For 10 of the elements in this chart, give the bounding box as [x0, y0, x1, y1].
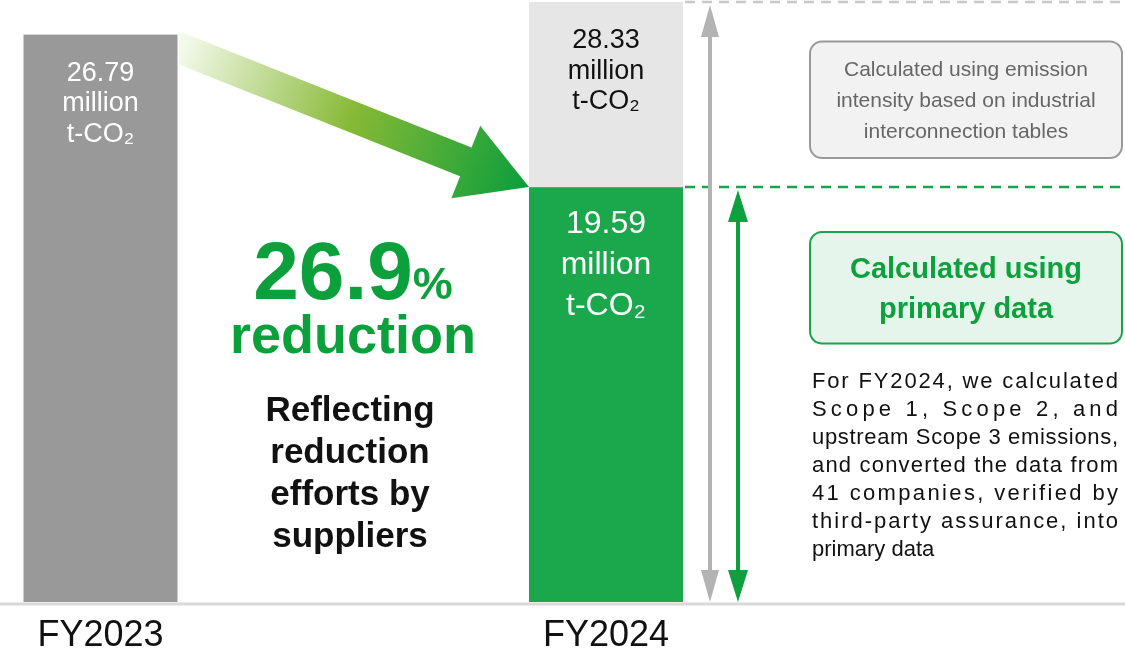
annotation: Calculated using emission intensity based on industrial interconnection tables	[836, 57, 1096, 143]
annotation: For FY2024, we calculated Scope 1, Scope 2, and upstream Scope 3 emissions, and converted the data from 41 companies, verified by third-party assurance, into primary data	[812, 368, 1118, 561]
annotation: Reflecting reduction efforts by suppliers	[265, 389, 435, 554]
x-tick-label: FY2023	[37, 613, 164, 649]
x-tick-label: FY2024	[542, 613, 670, 649]
data-label: 19.59 million t-CO₂	[560, 204, 652, 323]
annotation: Calculated using primary data	[849, 251, 1083, 324]
data-label: 26.79 million t-CO₂	[62, 56, 139, 148]
annotation: 26.9% reduction	[229, 225, 477, 364]
total-label: 28.33 million t-CO₂	[567, 24, 645, 115]
